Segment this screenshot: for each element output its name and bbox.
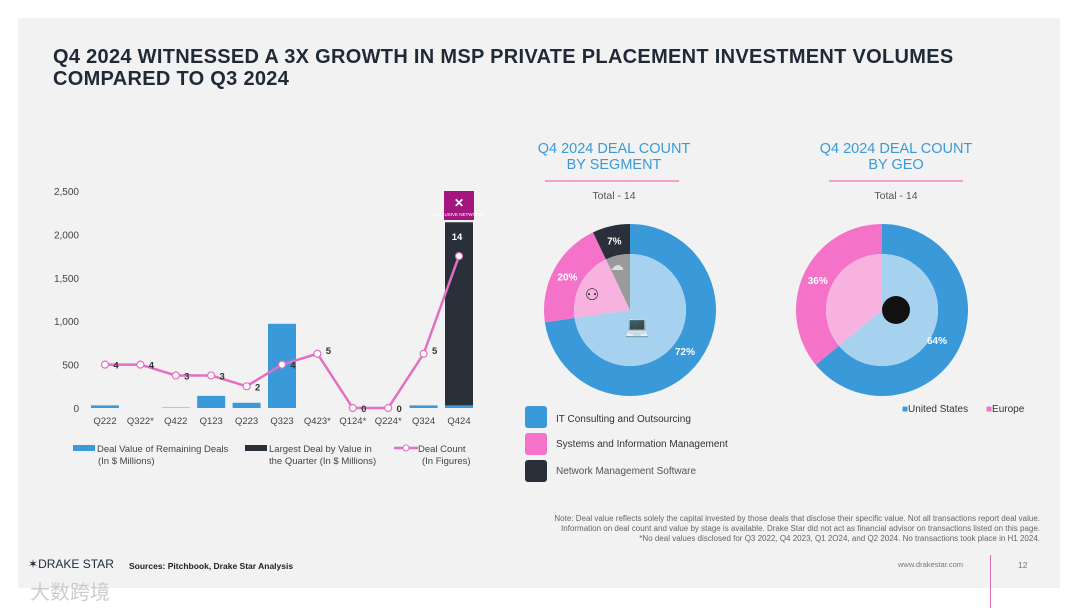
drake-star-logo: ✶DRAKE STAR: [28, 557, 114, 571]
legend-swatch: [245, 445, 267, 451]
globe-icon: [882, 296, 910, 324]
deal-count-point: [348, 403, 357, 413]
x-tick-label: Q223: [235, 416, 258, 427]
deal-count-label: 5: [432, 346, 438, 357]
deal-count-label: 4: [149, 361, 155, 372]
legend-us: ■United States: [902, 404, 969, 415]
pie-inner-slice: [574, 259, 630, 318]
laptop-icon: [525, 406, 547, 428]
pie-slice: [593, 224, 630, 260]
deal-count-point: [100, 360, 110, 369]
deal-count-label: 0: [397, 404, 402, 415]
org-chart-icon: ⚇: [585, 287, 599, 304]
bar-remaining-deals: [232, 402, 261, 408]
website: www.drakestar.com: [898, 560, 964, 569]
x-tick-label: Q124*: [339, 416, 366, 427]
legend-it-consulting: IT Consulting and Outsourcing: [556, 414, 691, 425]
deal-count-point: [242, 382, 251, 391]
pie-label: 7%: [607, 237, 622, 248]
deal-count-label: 3: [220, 371, 225, 382]
x-tick-label: Q324: [412, 416, 435, 427]
deal-count-label: 5: [326, 346, 332, 357]
x-tick-label: Q123: [200, 416, 223, 427]
x-tick-label: Q423*: [304, 416, 331, 427]
pie-inner-slice: [605, 254, 630, 310]
x-tick-label: Q222: [93, 416, 116, 427]
exclusive-networks-logo: [444, 191, 474, 220]
deal-count-point: [277, 360, 287, 369]
segment-total: Total - 14: [592, 190, 636, 202]
deal-count-label: 3: [184, 371, 189, 382]
pie-label: 64%: [927, 336, 947, 347]
x-tick-label: Q422: [164, 416, 187, 427]
y-tick-label: 500: [62, 361, 79, 372]
bar-remaining-deals: [197, 395, 226, 408]
exclusive-networks-logo-mark: ✕: [454, 196, 464, 210]
watermark: 大数跨境: [30, 582, 110, 604]
geo-total: Total - 14: [874, 190, 918, 202]
bar-remaining-deals: [91, 405, 119, 408]
legend-label: Deal Value of Remaining Deals: [97, 444, 229, 455]
deal-count-point: [454, 252, 464, 261]
geo-chart-title: Q4 2024 DEAL COUNT BY GEO: [819, 141, 973, 173]
deal-count-point: [207, 371, 216, 380]
legend-network: Network Management Software: [556, 466, 697, 477]
slide-title: Q4 2024 WITNESSED A 3X GROWTH IN MSP PRI…: [53, 46, 954, 90]
y-tick-label: 2,000: [54, 230, 79, 241]
legend-label: Deal Count: [418, 444, 466, 455]
bar-remaining-deals: [445, 405, 473, 408]
pie-label: 72%: [675, 347, 695, 358]
pie-slice: [815, 224, 969, 396]
pie-slice: [544, 232, 606, 323]
divider: [990, 555, 991, 608]
pie-slice: [795, 224, 882, 365]
pie-label: 20%: [557, 272, 577, 283]
y-tick-label: 0: [73, 404, 79, 415]
deal-count-label: 0: [361, 404, 366, 415]
sources: Sources: Pitchbook, Drake Star Analysis: [129, 561, 294, 571]
pie-inner-slice: [826, 254, 882, 346]
y-tick-label: 2,500: [54, 187, 79, 198]
cloud-network-icon: ☁: [610, 257, 624, 273]
pie-label: 36%: [808, 276, 828, 287]
org-chart-icon: [525, 433, 547, 455]
legend-swatch-point: [402, 444, 410, 452]
deal-count-point: [136, 360, 145, 369]
legend-europe: ■Europe: [986, 404, 1025, 415]
legend-label: Largest Deal by Value in: [269, 444, 372, 455]
pie-slice: [544, 224, 716, 396]
legend-swatch: [73, 445, 95, 451]
deal-count-point: [171, 371, 180, 380]
x-tick-label: Q224*: [375, 416, 402, 427]
deal-count-label: 4: [290, 361, 296, 372]
segment-chart-title: Q4 2024 DEAL COUNT BY SEGMENT: [537, 141, 691, 173]
legend-label: (In $ Millions): [98, 456, 155, 467]
deal-count-point: [419, 349, 428, 358]
y-tick-label: 1,000: [54, 317, 79, 328]
legend-systems: Systems and Information Management: [556, 439, 728, 450]
pie-inner-slice: [574, 254, 687, 367]
deal-count-label: 14: [452, 232, 463, 243]
deal-count-label: 4: [113, 361, 119, 372]
page-number: 12: [1018, 560, 1028, 570]
y-tick-label: 1,500: [54, 274, 79, 285]
x-tick-label: Q323: [270, 416, 293, 427]
x-tick-label: Q424: [447, 416, 470, 427]
footnote: Note: Deal value reflects solely the cap…: [554, 514, 1040, 543]
bar-remaining-deals: [409, 405, 438, 408]
legend-label: (In Figures): [422, 456, 471, 467]
x-tick-label: Q322*: [127, 416, 154, 427]
divider: [829, 180, 963, 182]
deal-count-label: 2: [255, 382, 260, 393]
deal-count-point: [313, 349, 322, 358]
deal-count-point: [384, 403, 393, 413]
legend-label: the Quarter (In $ Millions): [269, 456, 376, 467]
cloud-network-icon: [525, 460, 547, 482]
laptop-icon: 💻: [625, 316, 650, 338]
exclusive-networks-logo-text: EXCLUSIVE NETWORKS: [433, 212, 486, 217]
divider: [545, 180, 679, 182]
